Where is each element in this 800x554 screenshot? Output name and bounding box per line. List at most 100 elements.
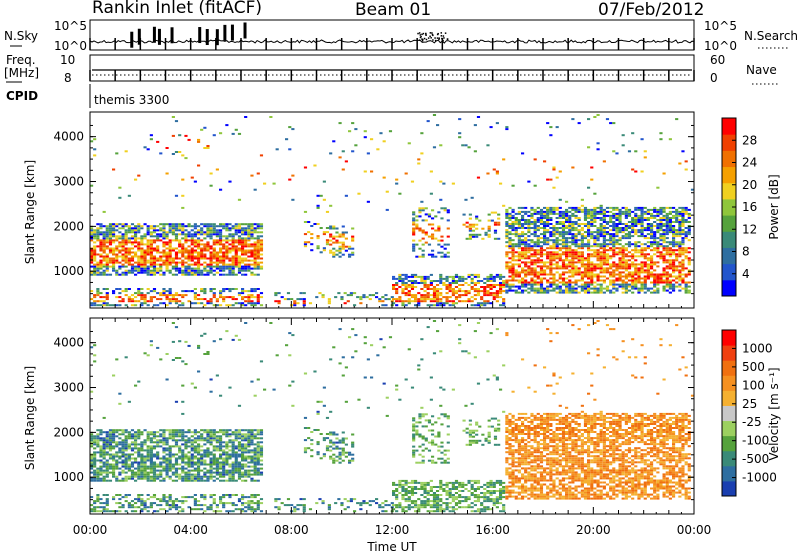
power-cell — [627, 289, 632, 292]
power-cell — [115, 235, 119, 238]
power-cell — [115, 152, 119, 155]
power-cell — [514, 263, 518, 266]
power-cell — [436, 288, 440, 290]
power-cell — [316, 237, 320, 240]
velocity-cell — [134, 471, 138, 474]
power-cell — [197, 257, 201, 260]
power-cell — [536, 225, 540, 227]
power-cell — [552, 227, 556, 229]
power-cell — [237, 292, 242, 295]
power-cell — [568, 285, 572, 288]
power-cell — [672, 229, 676, 232]
power-cell — [499, 282, 503, 284]
power-cell — [574, 255, 578, 258]
power-cell — [152, 229, 157, 232]
power-cell — [127, 239, 131, 242]
power-cell — [555, 239, 559, 242]
power-cell — [432, 280, 437, 282]
velocity-cell — [193, 431, 197, 434]
power-cell — [568, 291, 572, 294]
power-cell — [558, 281, 562, 284]
power-cell — [190, 257, 194, 260]
power-cell — [222, 261, 226, 264]
power-cell — [621, 237, 625, 240]
power-cell — [181, 225, 185, 228]
power-cell — [508, 275, 512, 278]
power-cell — [561, 217, 566, 219]
power-cell — [168, 257, 172, 260]
power-cell — [499, 182, 503, 185]
power-cell — [533, 283, 537, 286]
power-cell — [146, 269, 150, 272]
velocity-cell — [99, 473, 103, 476]
power-cell — [417, 282, 421, 284]
velocity-cell — [102, 449, 106, 452]
power-cell — [118, 186, 122, 189]
velocity-cell — [149, 441, 153, 444]
velocity-cell — [168, 449, 172, 452]
power-cell — [237, 223, 242, 226]
power-cell — [241, 267, 245, 270]
freq-label-1: Freq. — [6, 53, 36, 67]
power-cell — [237, 132, 242, 135]
power-cell — [684, 221, 688, 223]
velocity-cell — [209, 433, 213, 436]
power-cell — [618, 243, 622, 246]
power-cell — [247, 243, 251, 246]
power-cell — [190, 263, 194, 266]
velocity-cell — [184, 457, 188, 460]
power-cell — [675, 265, 679, 268]
power-cell — [530, 267, 534, 270]
power-cell — [517, 227, 521, 229]
power-cell — [118, 296, 122, 299]
power-cell — [442, 282, 446, 284]
power-cell — [681, 281, 685, 284]
power-cell — [259, 227, 264, 230]
power-cell — [602, 160, 606, 163]
power-cell — [653, 261, 657, 264]
power-cell — [423, 284, 427, 286]
power-cell — [621, 223, 625, 225]
velocity-cell — [193, 445, 197, 448]
power-cell — [203, 223, 207, 226]
power-cell — [363, 170, 367, 173]
velocity-cell — [184, 479, 188, 482]
power-cell — [454, 296, 459, 299]
velocity-cell — [181, 433, 185, 436]
power-cell — [187, 249, 191, 252]
velocity-cell — [127, 453, 131, 456]
power-cell — [543, 277, 547, 280]
power-cell — [308, 302, 313, 305]
velocity-cell — [165, 449, 169, 452]
power-cell — [643, 265, 647, 268]
velocity-cell — [149, 459, 153, 462]
power-ytick-label: 2000 — [53, 219, 84, 233]
power-cell — [643, 253, 647, 256]
power-cell — [599, 287, 603, 290]
power-cell — [168, 253, 172, 256]
velocity-cell — [134, 433, 138, 436]
power-cell — [310, 249, 314, 252]
power-cell — [168, 259, 172, 262]
power-cell — [543, 160, 547, 163]
velocity-cell — [159, 473, 163, 476]
power-cell — [561, 245, 566, 248]
power-cell — [256, 239, 260, 242]
power-cell — [546, 239, 550, 242]
power-cell — [593, 212, 597, 215]
velocity-cell — [165, 447, 169, 450]
power-cell — [190, 176, 194, 179]
power-cell — [325, 239, 330, 242]
power-cell — [646, 212, 650, 215]
power-cell — [489, 284, 493, 286]
power-cell — [650, 261, 654, 264]
power-cell — [212, 231, 216, 234]
power-cell — [514, 271, 518, 274]
power-cell — [530, 249, 534, 252]
power-cell — [228, 265, 232, 268]
power-cell — [392, 275, 396, 278]
power-cell — [225, 265, 229, 268]
velocity-cell — [102, 451, 106, 454]
velocity-cell — [124, 467, 128, 470]
velocity-cell — [99, 439, 103, 442]
